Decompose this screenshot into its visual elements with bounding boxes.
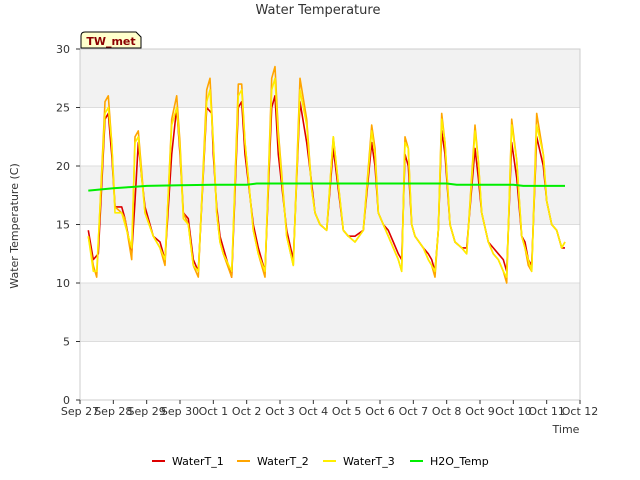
x-tick-label: Oct 12 [562,405,599,418]
x-tick-label: Sep 27 [61,405,99,418]
legend-label: WaterT_2 [257,455,309,468]
series-layer [87,65,566,284]
x-axis-label: Time [552,423,580,436]
x-tick-label: Oct 3 [265,405,295,418]
x-tick-label: Oct 6 [365,405,395,418]
legend-label: H2O_Temp [430,455,489,468]
chart-title: Water Temperature [256,3,381,18]
x-tick-label: Oct 10 [495,405,532,418]
station-badge: TW_met [80,31,142,49]
legend: WaterT_1 WaterT_2 WaterT_3 H2O_Temp [152,455,489,468]
legend-item-watert-2: WaterT_2 [237,455,309,468]
x-tick-label: Oct 1 [199,405,229,418]
x-tick-label: Oct 5 [332,405,362,418]
y-axis-label: Water Temperature (C) [8,163,21,288]
legend-label: WaterT_1 [172,455,224,468]
y-tick-label: 5 [63,336,70,349]
series-line-h2o-temp [88,182,565,192]
y-tick-label: 0 [63,394,70,407]
x-tick-label: Oct 9 [465,405,495,418]
y-tick-label: 15 [56,219,70,232]
x-tick-label: Oct 4 [299,405,329,418]
legend-item-h2o-temp: H2O_Temp [410,455,489,468]
legend-item-watert-3: WaterT_3 [323,455,395,468]
x-tick-label: Oct 8 [432,405,462,418]
plot-band [80,49,580,108]
plot-band [80,283,580,342]
y-tick-label: 10 [56,277,70,290]
x-tick-label: Oct 2 [232,405,262,418]
x-tick-label: Sep 29 [128,405,166,418]
x-tick-label: Sep 28 [94,405,132,418]
y-tick-label: 30 [56,43,70,56]
x-tick-label: Oct 7 [399,405,429,418]
y-tick-label: 20 [56,160,70,173]
series-line-watert-3 [87,77,566,278]
y-axis-ticks: 0 5 10 15 20 25 30 [56,43,80,407]
y-tick-label: 25 [56,102,70,115]
legend-label: WaterT_3 [343,455,395,468]
plot-band [80,107,580,166]
plot-band [80,341,580,400]
x-tick-label: Sep 30 [161,405,199,418]
station-label: TW_met [86,35,135,48]
x-tick-label: Oct 11 [528,405,565,418]
legend-item-watert-1: WaterT_1 [152,455,224,468]
